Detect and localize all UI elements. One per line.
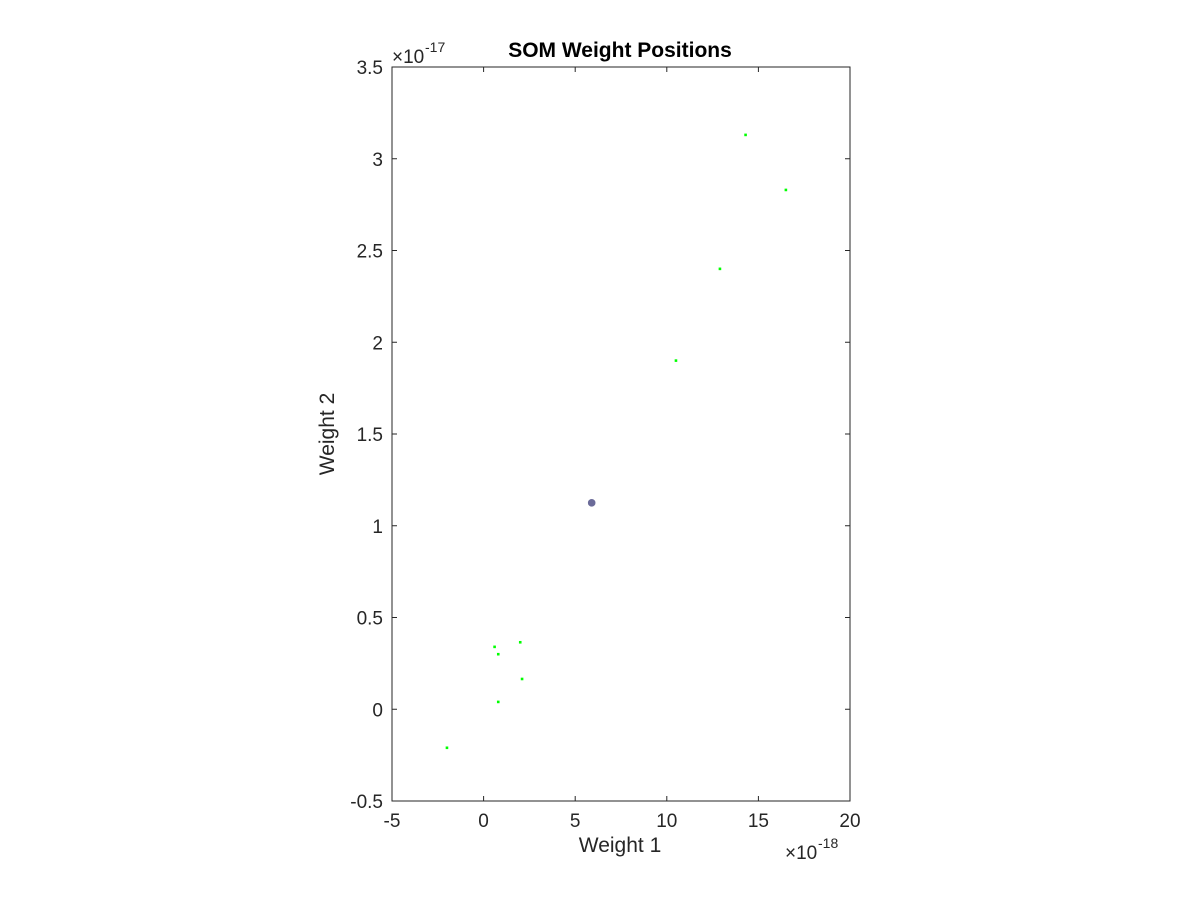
scatter-point [445, 746, 449, 750]
x-axis-ticks: -5 0 5 10 15 20 [384, 67, 861, 832]
y-tick-label: 0.5 [357, 609, 383, 630]
x-multiplier-exponent: -18 [818, 835, 838, 851]
y-tick-label: 0 [372, 700, 383, 721]
y-tick-label: 2 [372, 333, 383, 354]
y-axis-multiplier: ×10 -17 [392, 39, 445, 68]
y-axis-ticks: -0.5 0 0.5 1 1.5 2 2.5 3 3.5 [350, 58, 850, 813]
scatter-point [493, 645, 496, 649]
y-axis-label: Weight 2 [316, 393, 339, 476]
x-tick-label: 5 [570, 811, 581, 832]
x-multiplier-base: ×10 [785, 843, 817, 864]
scatter-point-large [587, 499, 596, 507]
data-points [445, 133, 788, 750]
y-tick-label: -0.5 [350, 792, 383, 813]
x-tick-label: 0 [478, 811, 489, 832]
x-axis-label: Weight 1 [579, 834, 662, 857]
y-multiplier-base: ×10 [392, 47, 424, 68]
y-tick-label: 1.5 [357, 425, 383, 446]
scatter-point [496, 700, 500, 704]
x-tick-label: 20 [839, 811, 860, 832]
x-tick-label: -5 [384, 811, 401, 832]
chart-title: SOM Weight Positions [508, 39, 732, 62]
x-tick-label: 15 [748, 811, 769, 832]
y-multiplier-exponent: -17 [425, 39, 445, 55]
scatter-point [744, 133, 747, 137]
x-axis-multiplier: ×10 -18 [785, 835, 838, 864]
scatter-point [784, 188, 788, 192]
x-tick-label: 10 [656, 811, 677, 832]
y-tick-label: 1 [372, 517, 383, 538]
y-tick-label: 3.5 [357, 58, 383, 79]
scatter-point [518, 640, 522, 644]
scatter-point [718, 267, 722, 271]
scatter-point [674, 359, 678, 362]
y-tick-label: 3 [372, 150, 383, 171]
y-tick-label: 2.5 [357, 242, 383, 263]
plot-area [391, 66, 851, 802]
scatter-point [496, 652, 500, 656]
scatter-point [520, 677, 524, 681]
